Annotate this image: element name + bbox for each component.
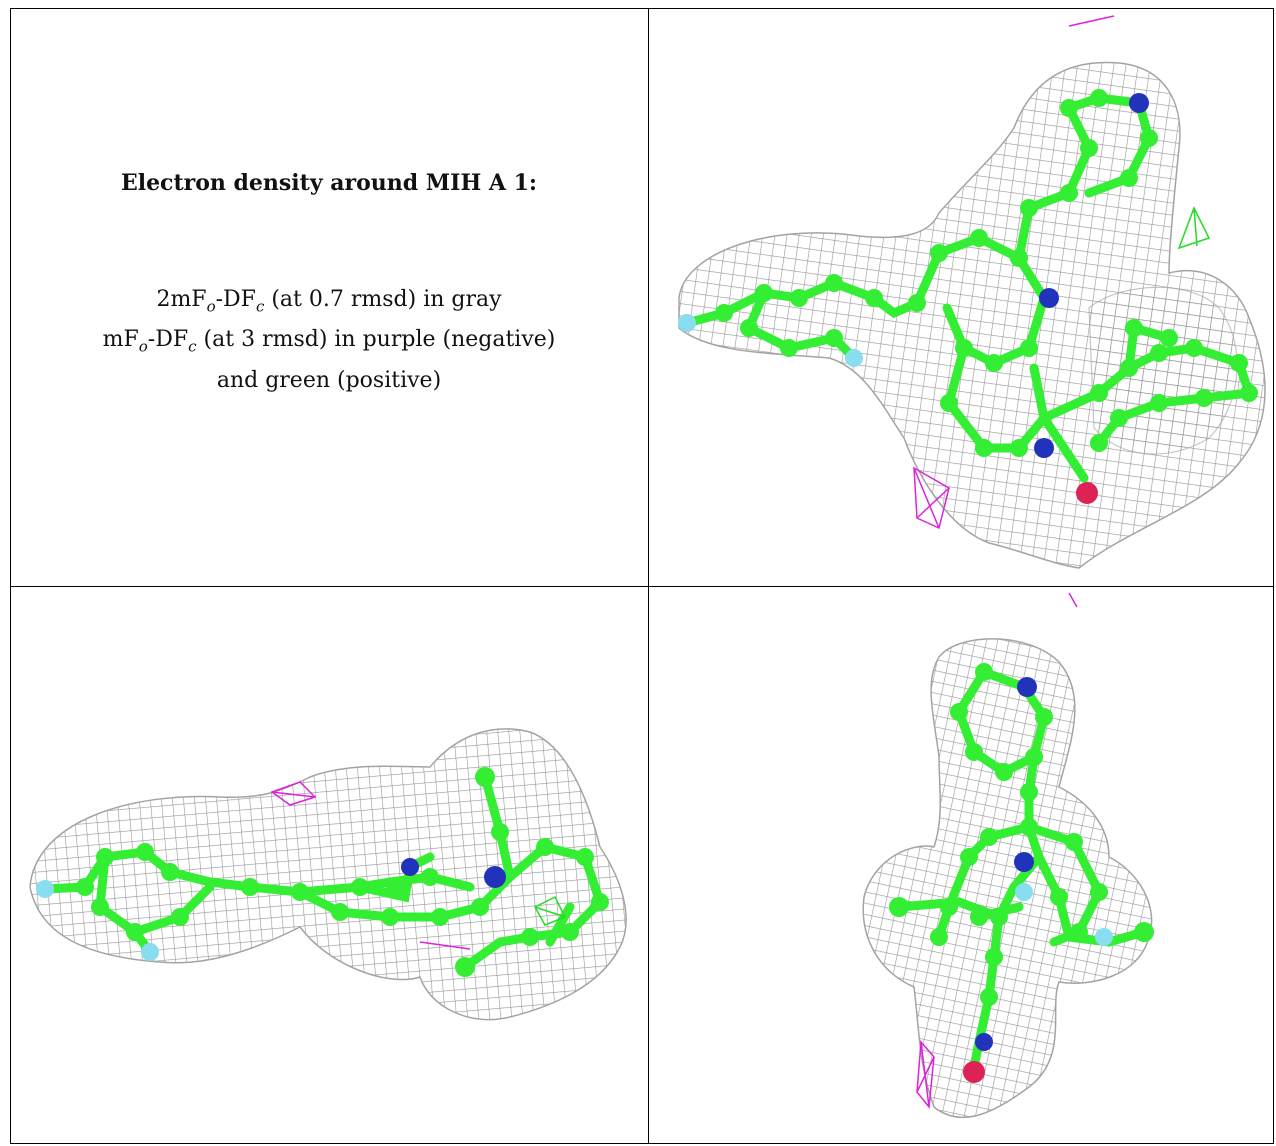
molecule-density-view-3-icon bbox=[862, 592, 1154, 1119]
legend: 2mFo-DFc (at 0.7 rmsd) in gray mFo-DFc (… bbox=[10, 283, 648, 397]
legend-line-2: mFo-DFc (at 3 rmsd) in purple (negative) bbox=[102, 327, 556, 356]
difference-density bbox=[270, 781, 567, 950]
panel-view-1 bbox=[649, 8, 1274, 586]
difference-density bbox=[916, 592, 1078, 1109]
grid-divider-vertical bbox=[648, 8, 649, 1144]
difference-density bbox=[913, 15, 1211, 530]
atoms bbox=[678, 89, 1258, 504]
legend-line-3: and green (positive) bbox=[216, 367, 442, 393]
density-mesh bbox=[29, 728, 627, 1021]
molecule-density-view-1-icon bbox=[678, 15, 1266, 569]
atoms bbox=[889, 663, 1154, 1083]
panel-view-3 bbox=[649, 587, 1274, 1144]
panel-view-2 bbox=[10, 587, 648, 1144]
density-mesh bbox=[862, 638, 1153, 1119]
caption-cell: Electron density around MIH A 1: 2mFo-DF… bbox=[10, 8, 648, 586]
grid-divider-horizontal bbox=[10, 586, 1274, 587]
molecule-density-view-2-icon bbox=[29, 728, 627, 1021]
atoms bbox=[36, 767, 609, 977]
figure-grid: Electron density around MIH A 1: 2mFo-DF… bbox=[10, 8, 1274, 1144]
figure-title: Electron density around MIH A 1: bbox=[120, 170, 538, 196]
legend-line-1: 2mFo-DFc (at 0.7 rmsd) in gray bbox=[156, 287, 502, 316]
